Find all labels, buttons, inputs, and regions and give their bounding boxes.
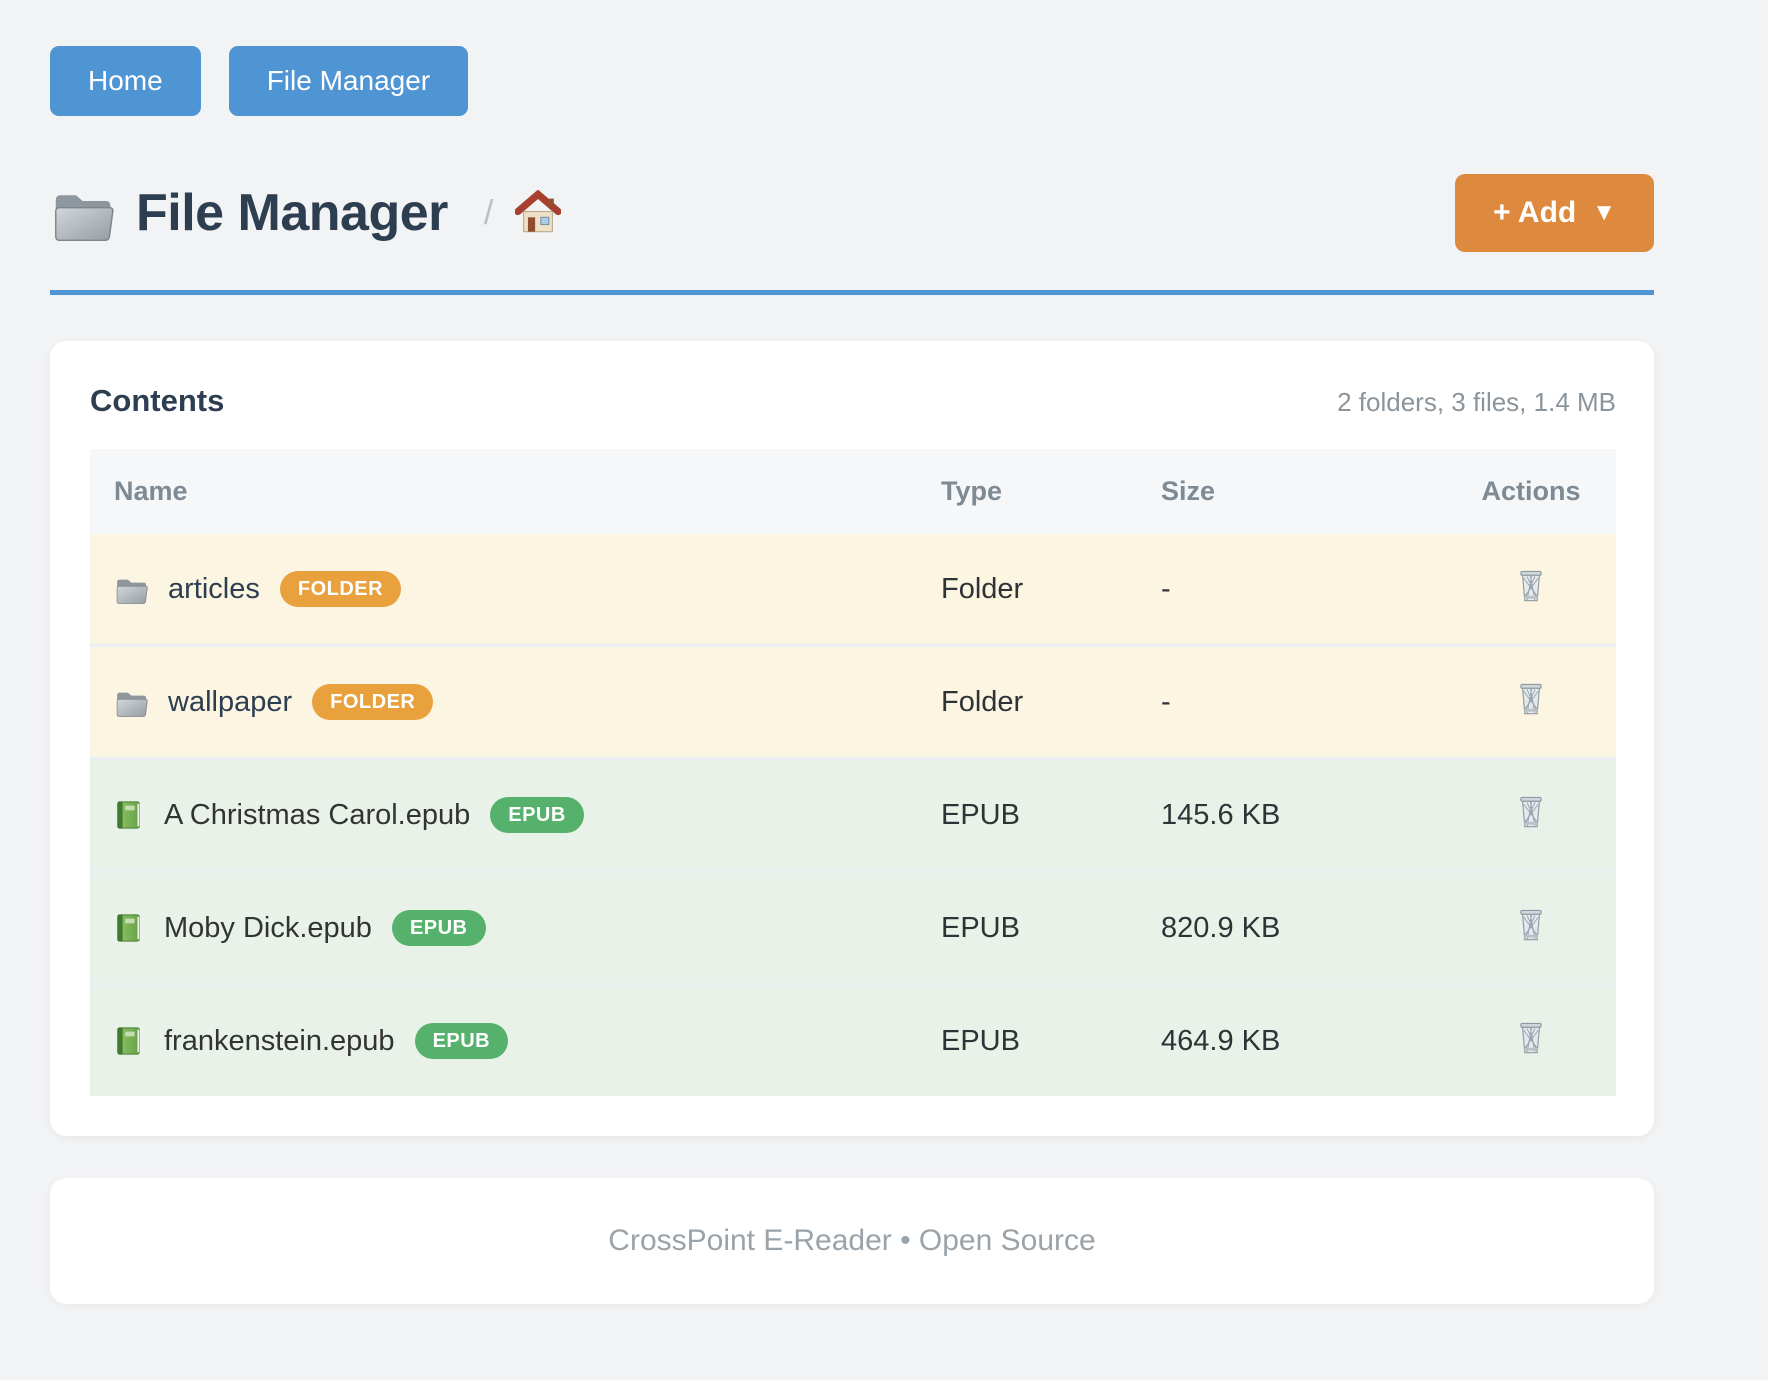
delete-button[interactable]: [1511, 904, 1551, 949]
table-row: A Christmas Carol.epub EPUB EPUB 145.6 K…: [90, 757, 1616, 870]
contents-card-header: Contents 2 folders, 3 files, 1.4 MB: [90, 383, 1616, 419]
delete-button[interactable]: [1511, 791, 1551, 836]
type-cell: EPUB: [941, 1024, 1020, 1057]
folder-icon: [116, 579, 148, 604]
page-title-text: File Manager: [136, 184, 448, 242]
file-name-link[interactable]: A Christmas Carol.epub: [164, 798, 471, 831]
column-header-type: Type: [941, 476, 1003, 506]
size-cell: -: [1161, 685, 1171, 718]
trash-icon: [1519, 682, 1543, 716]
type-cell: EPUB: [941, 911, 1020, 944]
table-row: wallpaper FOLDER Folder -: [90, 644, 1616, 757]
top-nav: Home File Manager: [50, 46, 1654, 116]
trash-icon: [1519, 795, 1543, 829]
size-cell: 464.9 KB: [1161, 1024, 1281, 1057]
trash-icon: [1519, 1021, 1543, 1055]
contents-card: Contents 2 folders, 3 files, 1.4 MB Name…: [50, 341, 1654, 1136]
trash-icon: [1519, 908, 1543, 942]
home-button[interactable]: Home: [50, 46, 201, 116]
file-manager-button[interactable]: File Manager: [228, 46, 469, 116]
name-cell: frankenstein.epub EPUB: [114, 1023, 941, 1059]
page-header: File Manager / + Add ▼: [50, 174, 1654, 252]
title-wrap: File Manager /: [50, 183, 561, 243]
contents-summary: 2 folders, 3 files, 1.4 MB: [1337, 387, 1616, 417]
table-row: Moby Dick.epub EPUB EPUB 820.9 KB: [90, 870, 1616, 983]
delete-button[interactable]: [1511, 565, 1551, 610]
folder-icon: [55, 194, 114, 242]
epub-badge: EPUB: [414, 1023, 509, 1059]
name-cell: wallpaper FOLDER: [114, 684, 941, 720]
name-cell: Moby Dick.epub EPUB: [114, 910, 941, 946]
file-name-link[interactable]: Moby Dick.epub: [164, 911, 372, 944]
delete-button[interactable]: [1511, 1017, 1551, 1062]
table-row: articles FOLDER Folder -: [90, 534, 1616, 644]
column-header-name: Name: [114, 476, 188, 506]
name-cell: A Christmas Carol.epub EPUB: [114, 797, 941, 833]
file-name-link[interactable]: wallpaper: [168, 685, 293, 718]
type-cell: Folder: [941, 685, 1024, 718]
contents-heading: Contents: [90, 383, 225, 418]
file-name-link[interactable]: frankenstein.epub: [164, 1024, 395, 1057]
type-cell: Folder: [941, 572, 1024, 605]
size-cell: 145.6 KB: [1161, 798, 1281, 831]
folder-badge: FOLDER: [312, 684, 434, 720]
size-cell: -: [1161, 572, 1171, 605]
size-cell: 820.9 KB: [1161, 911, 1281, 944]
green-book-icon: [117, 914, 140, 942]
caret-down-icon: ▼: [1592, 199, 1616, 226]
footer-card: CrossPoint E-Reader • Open Source: [50, 1178, 1654, 1304]
page-title: File Manager: [50, 183, 448, 243]
trash-icon: [1519, 569, 1543, 603]
type-cell: EPUB: [941, 798, 1020, 831]
file-name-link[interactable]: articles: [168, 572, 260, 605]
page: Home File Manager File Manager / + Add ▼…: [50, 46, 1654, 1304]
column-header-size: Size: [1161, 476, 1216, 506]
green-book-icon: [117, 801, 140, 829]
header-divider: [50, 290, 1654, 295]
folder-icon: [116, 692, 148, 717]
delete-button[interactable]: [1511, 678, 1551, 723]
add-button-label: + Add: [1493, 196, 1577, 229]
green-book-icon: [117, 1027, 140, 1055]
name-cell: articles FOLDER: [114, 571, 941, 607]
table-header-row: Name Type Size Actions: [90, 449, 1616, 534]
column-header-actions: Actions: [1481, 476, 1581, 506]
add-button[interactable]: + Add ▼: [1455, 174, 1654, 252]
breadcrumb-separator: /: [483, 193, 494, 232]
epub-badge: EPUB: [391, 910, 486, 946]
folder-badge: FOLDER: [279, 571, 402, 607]
file-table: Name Type Size Actions articles FOLDER F…: [90, 449, 1616, 1096]
footer-text: CrossPoint E-Reader • Open Source: [608, 1224, 1096, 1257]
home-icon[interactable]: [515, 190, 561, 236]
table-row: frankenstein.epub EPUB EPUB 464.9 KB: [90, 983, 1616, 1096]
epub-badge: EPUB: [490, 797, 584, 833]
